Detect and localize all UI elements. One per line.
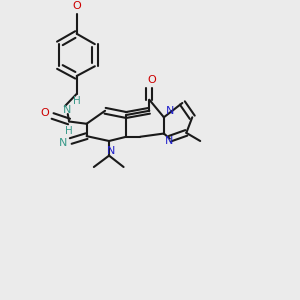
Text: O: O bbox=[147, 75, 156, 85]
Text: N: N bbox=[166, 106, 174, 116]
Text: N: N bbox=[107, 146, 115, 156]
Text: O: O bbox=[72, 2, 81, 11]
Text: O: O bbox=[40, 108, 49, 118]
Text: N: N bbox=[63, 105, 71, 115]
Text: H: H bbox=[73, 96, 81, 106]
Text: N: N bbox=[165, 136, 173, 146]
Text: H: H bbox=[65, 126, 73, 136]
Text: N: N bbox=[58, 138, 67, 148]
